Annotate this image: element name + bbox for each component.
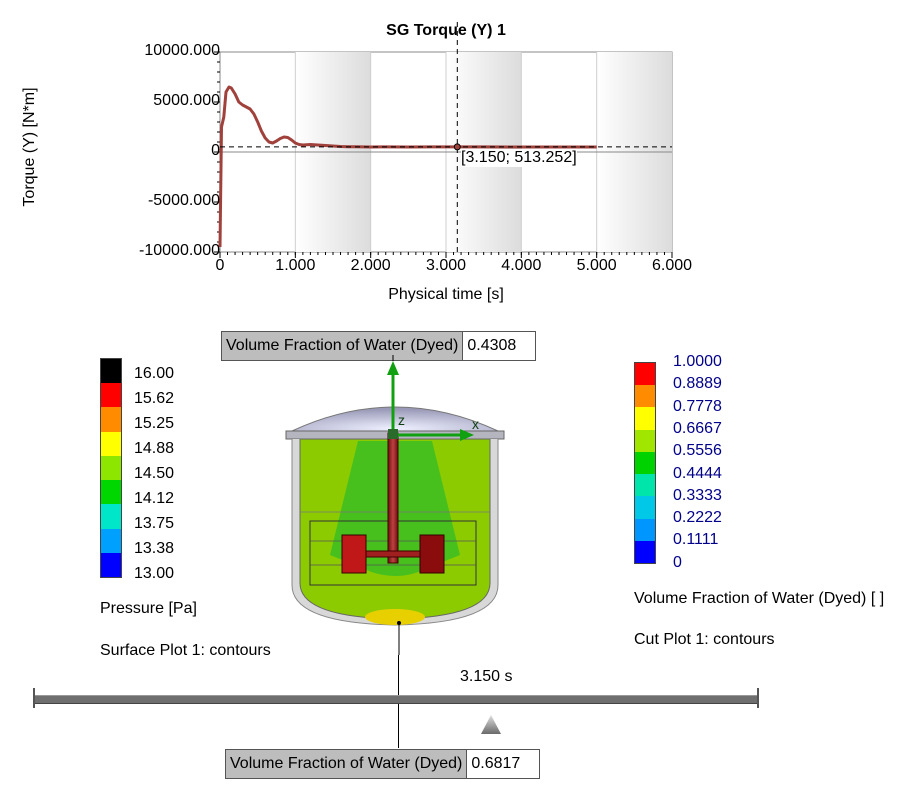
probe-top-value: 0.4308: [463, 332, 536, 360]
y-tick-label: 0: [211, 142, 220, 159]
timeline-start-cap: [33, 688, 35, 708]
pressure-legend-value: 15.62: [134, 390, 175, 407]
vf-color-swatch: [635, 385, 655, 408]
z-axis-label: z: [398, 412, 405, 428]
vf-colorbar: [634, 362, 656, 564]
timeline-end-cap: [757, 688, 759, 708]
pressure-color-swatch: [101, 504, 121, 529]
cut-plot-caption: Cut Plot 1: contours: [634, 631, 775, 648]
pressure-legend-value: 13.75: [134, 515, 175, 532]
vf-legend-value: 0.1111: [673, 531, 719, 549]
pressure-color-swatch: [101, 480, 121, 505]
pressure-legend-value: 14.88: [134, 440, 175, 457]
x-axis-label-3d: x: [472, 416, 479, 432]
x-tick-label: 4.000: [501, 257, 542, 274]
vf-color-swatch: [635, 451, 655, 475]
vf-legend-value: 1.0000: [673, 353, 722, 370]
pressure-legend-value: 13.38: [134, 540, 175, 557]
timeline-track[interactable]: [34, 695, 759, 704]
vf-legend-value: 0.6667: [673, 419, 722, 437]
x-axis-label: Physical time [s]: [388, 286, 504, 303]
impeller-blade-right: [419, 534, 445, 574]
x-tick-label: 3.000: [425, 257, 467, 274]
chart-title: SG Torque (Y) 1: [386, 22, 506, 39]
y-tick-label: -10000.000: [139, 242, 220, 259]
vf-color-swatch: [635, 474, 655, 497]
probe-top-name: Volume Fraction of Water (Dyed): [222, 332, 464, 360]
pressure-legend-value: 14.50: [134, 465, 175, 482]
pressure-color-swatch: [101, 407, 121, 432]
tank-view[interactable]: z x: [270, 355, 520, 655]
pressure-color-swatch: [101, 455, 121, 481]
vf-color-swatch: [635, 540, 655, 563]
timeline-time-label: 3.150 s: [460, 668, 513, 685]
cursor-point: [453, 143, 461, 151]
pressure-legend-value: 14.12: [134, 490, 175, 507]
probe-bottom[interactable]: Volume Fraction of Water (Dyed) 0.6817: [225, 749, 541, 779]
vf-color-swatch: [635, 429, 655, 452]
x-tick-label: 6.000: [651, 257, 693, 274]
vf-legend-value: 0.8889: [673, 375, 722, 393]
bottom-high-fraction: [365, 609, 425, 625]
pressure-legend-value: 16.00: [134, 365, 175, 382]
vf-legend-value: 0: [673, 553, 682, 571]
vf-legend-value: 0.2222: [673, 509, 722, 527]
pressure-legend-value: 15.25: [134, 415, 175, 432]
torque-chart: [214, 22, 673, 258]
impeller-shaft: [387, 432, 399, 564]
vf-color-swatch: [635, 496, 655, 519]
x-tick-label: 0: [215, 257, 225, 274]
pressure-color-swatch: [101, 383, 121, 408]
vf-color-swatch: [635, 407, 655, 430]
probe-bottom-value: 0.6817: [467, 750, 540, 778]
x-tick-label: 2.000: [350, 257, 391, 274]
probe-bottom-name: Volume Fraction of Water (Dyed): [226, 750, 468, 778]
impeller-blade-left: [341, 534, 367, 574]
surface-plot-caption: Surface Plot 1: contours: [100, 642, 271, 659]
pressure-legend-title: Pressure [Pa]: [100, 600, 197, 617]
y-tick-label: 5000.000: [153, 92, 220, 109]
vf-color-swatch: [635, 518, 655, 541]
vf-legend-value: 0.3333: [673, 486, 722, 504]
vf-legend-value: 0.5556: [673, 442, 722, 460]
vf-legend-value: 0.4444: [673, 464, 722, 482]
timeline-handle[interactable]: [480, 714, 502, 736]
pressure-legend-value: 13.00: [134, 565, 175, 582]
cursor-readout: [3.150; 513.252]: [461, 149, 577, 167]
y-tick-label: 10000.000: [144, 42, 220, 59]
pressure-color-swatch: [101, 359, 121, 384]
x-tick-label: 1.000: [275, 257, 316, 274]
pressure-color-swatch: [101, 431, 121, 456]
tank-lid: [291, 406, 499, 432]
y-tick-label: -5000.000: [147, 192, 220, 209]
y-axis-label: Torque (Y) [N*m]: [21, 87, 38, 207]
pressure-colorbar: [100, 358, 122, 578]
pressure-color-swatch: [101, 552, 121, 577]
vf-legend-title: Volume Fraction of Water (Dyed) [ ]: [634, 590, 885, 607]
vf-legend-value: 0.7778: [673, 397, 722, 415]
pressure-color-swatch: [101, 528, 121, 553]
impeller-arm: [365, 550, 425, 558]
vf-color-swatch: [635, 363, 655, 386]
x-tick-label: 5.000: [576, 257, 617, 274]
probe-top[interactable]: Volume Fraction of Water (Dyed) 0.4308: [221, 331, 537, 361]
